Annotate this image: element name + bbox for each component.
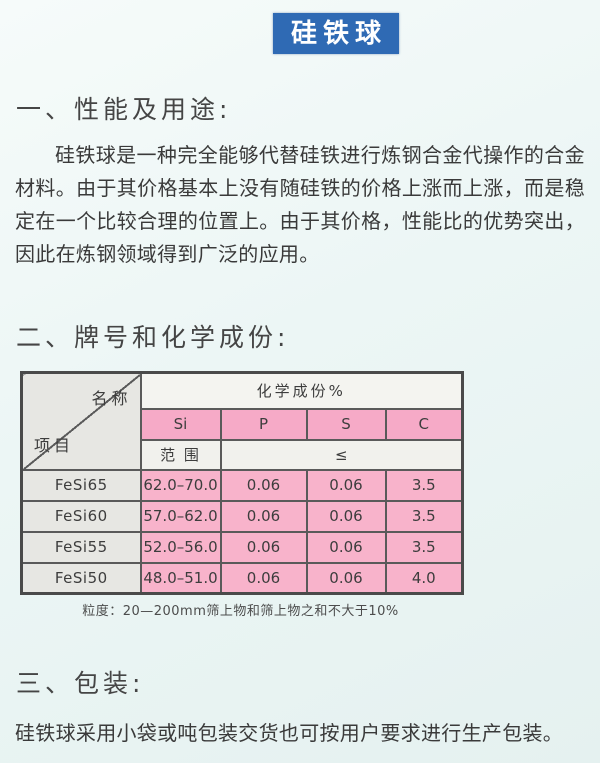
- value-cell: 0.06: [305, 499, 387, 533]
- value-cell: 48.0–51.0: [139, 561, 222, 595]
- grade-cell: FeSi65: [20, 468, 142, 502]
- value-cell: 0.06: [305, 468, 387, 502]
- table-row: FeSi65 62.0–70.0 0.06 0.06 3.5: [20, 468, 464, 502]
- table-row: FeSi50 48.0–51.0 0.06 0.06 4.0: [20, 561, 464, 595]
- section3-heading: 三、包装:: [16, 669, 145, 698]
- value-cell: 0.06: [219, 530, 308, 564]
- limit-symbol-cell: ≤: [219, 438, 464, 471]
- section2-heading: 二、牌号和化学成份:: [16, 323, 290, 352]
- table-row: 范 围 ≤: [22, 438, 464, 471]
- table-row: 名称 项目 化学成份%: [20, 371, 464, 471]
- value-cell: 4.0: [384, 561, 464, 595]
- value-cell: 3.5: [384, 468, 464, 502]
- group-header-cell: 化学成份%: [139, 371, 464, 410]
- column-header-si: Si: [139, 407, 222, 441]
- table-row: Si P S C: [22, 407, 464, 441]
- chemical-composition-table: 名称 项目 化学成份% Si P S C 范 围 ≤ FeSi65 62.0–7…: [20, 371, 465, 595]
- value-cell: 62.0–70.0: [139, 468, 222, 502]
- section3-paragraph: 硅铁球采用小袋或吨包装交货也可按用户要求进行生产包装。: [15, 721, 564, 745]
- value-cell: 3.5: [384, 499, 464, 533]
- grade-cell: FeSi50: [20, 561, 142, 595]
- value-cell: 0.06: [305, 530, 387, 564]
- value-cell: 0.06: [305, 561, 387, 595]
- table-row: FeSi60 57.0–62.0 0.06 0.06 3.5: [20, 499, 464, 533]
- value-cell: 52.0–56.0: [139, 530, 222, 564]
- table-corner-cell: 名称 项目: [20, 371, 142, 471]
- section1-paragraph: 硅铁球是一种完全能够代替硅铁进行炼钢合金代操作的合金材料。由于其价格基本上没有随…: [15, 143, 585, 266]
- range-label-cell: 范 围: [139, 438, 222, 471]
- title-banner: 硅铁球: [273, 13, 399, 54]
- column-header-c: C: [384, 407, 464, 441]
- section1-heading: 一、性能及用途:: [16, 95, 232, 124]
- corner-name-label: 名称: [91, 389, 132, 408]
- grade-cell: FeSi55: [20, 530, 142, 564]
- value-cell: 0.06: [219, 468, 308, 502]
- page-title: 硅铁球: [290, 18, 387, 49]
- column-header-s: S: [305, 407, 387, 441]
- column-header-p: P: [219, 407, 308, 441]
- table-footnote: 粒度：20—200mm筛上物和筛上物之和不大于10%: [82, 604, 399, 619]
- value-cell: 0.06: [219, 499, 308, 533]
- table-row: FeSi55 52.0–56.0 0.06 0.06 3.5: [20, 530, 464, 564]
- value-cell: 57.0–62.0: [139, 499, 222, 533]
- grade-cell: FeSi60: [20, 499, 142, 533]
- corner-item-label: 项目: [34, 435, 75, 455]
- value-cell: 3.5: [384, 530, 464, 564]
- value-cell: 0.06: [219, 561, 308, 595]
